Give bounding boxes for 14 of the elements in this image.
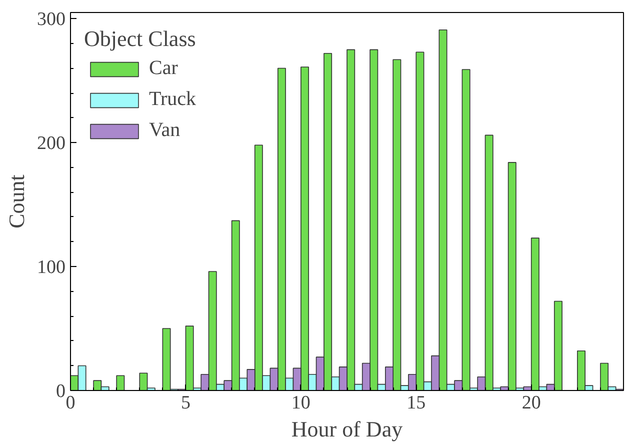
x-tick-label: 20 [522,392,541,414]
x-tick-label: 10 [291,392,310,414]
x-tick-label: 5 [180,392,190,414]
bar [116,375,125,390]
legend-label: Truck [149,88,196,111]
y-tick-label: 200 [37,133,66,154]
legend-label: Car [149,57,178,80]
x-axis-title: Hour of Day [291,416,403,442]
y-tick-label: 300 [37,9,66,30]
x-tick-label: 15 [406,392,426,414]
y-axis-title: Count [4,174,29,228]
legend-title: Object Class [84,26,196,52]
y-tick-label: 100 [37,257,66,278]
legend-label: Van [149,119,180,142]
